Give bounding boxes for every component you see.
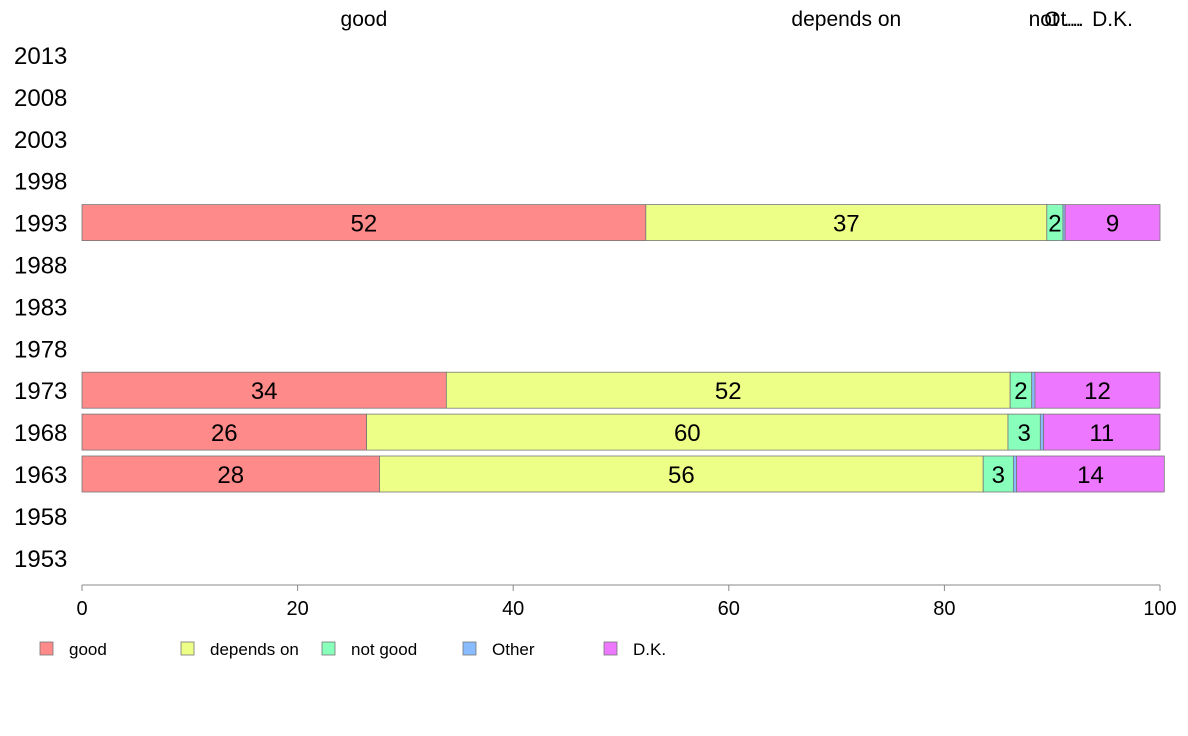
bar-label-d-k-1993: 9 [1106,211,1119,238]
legend: good depends on not good Other D.K. [39,640,666,659]
bar-label-good-1993: 52 [351,211,378,238]
year-label-1958: 1958 [14,504,67,531]
x-tick-label-80: 80 [933,598,955,620]
bar-depends-on-1968 [366,413,1009,451]
legend-label-not-good: not good [351,640,417,659]
legend-label-depends-on: depends on [210,640,299,659]
bar-other-1973 [1031,371,1036,409]
year-label-1993: 1993 [14,211,67,238]
bar-label-good-1963: 28 [217,462,244,489]
year-label-1953: 1953 [14,546,67,573]
bar-label-good-1973: 34 [251,378,278,405]
year-label-2008: 2008 [14,85,67,112]
top-label-good: good [341,8,388,31]
x-tick-label-60: 60 [718,598,740,620]
bar-label-not-good-1968: 3 [1017,420,1030,447]
bar-label-not-good-1993: 2 [1048,211,1061,238]
top-label-other: Ot... [1044,8,1084,31]
bar-d-k-1968 [1043,413,1161,451]
top-label-d-k: D.K. [1092,8,1133,31]
legend-swatch-d-k [603,641,618,656]
legend-swatch-other [462,641,477,656]
bar-other-1968 [1039,413,1044,451]
bar-d-k-1963 [1016,455,1165,493]
bar-depends-on-1973 [445,371,1011,409]
bar-label-d-k-1963: 14 [1077,462,1104,489]
legend-label-d-k: D.K. [633,640,666,659]
legend-label-other: Other [492,640,535,659]
x-tick-label-0: 0 [76,598,87,620]
x-tick-label-100: 100 [1143,598,1176,620]
year-label-1988: 1988 [14,253,67,280]
bar-label-depends-on-1963: 56 [668,462,695,489]
year-label-1998: 1998 [14,169,67,196]
bar-label-d-k-1968: 11 [1089,420,1114,447]
x-axis: 0 20 40 60 80 100 [76,584,1177,620]
bar-label-not-good-1963: 3 [992,462,1005,489]
bar-d-k-1993 [1064,204,1161,242]
bar-label-depends-on-1973: 52 [715,378,742,405]
top-label-not-good: not ... [1029,8,1082,31]
legend-label-good: good [69,640,107,659]
bar-depends-on-1963 [379,455,984,493]
top-label-depends-on: depends on [791,8,901,31]
year-label-1973: 1973 [14,378,67,405]
bar-label-depends-on-1968: 60 [674,420,701,447]
bar-label-depends-on-1993: 37 [833,211,860,238]
year-labels: 2013 2008 2003 1998 1993 1988 1983 1978 1973 1968… [14,43,67,573]
year-label-1968: 1968 [14,420,67,447]
x-tick-label-20: 20 [286,598,308,620]
bar-other-1963 [1012,455,1018,493]
x-tick-label-40: 40 [502,598,524,620]
legend-swatch-not-good [321,641,336,656]
legend-swatch-depends-on [180,641,195,656]
year-label-1978: 1978 [14,336,67,363]
bar-d-k-1973 [1034,371,1161,409]
bars: 52 37 2 9 34 52 2 12 26 60 3 11 28 56 3 14 [81,204,1165,493]
bar-depends-on-1993 [645,204,1048,242]
year-label-1983: 1983 [14,294,67,321]
bar-label-good-1968: 26 [211,420,238,447]
year-label-2003: 2003 [14,127,67,154]
bar-label-not-good-1973: 2 [1014,378,1027,405]
bar-label-d-k-1973: 12 [1084,378,1111,405]
top-category-labels: good depends on not ...Ot... D.K. [341,8,1133,31]
legend-swatch-good [39,641,54,656]
year-label-1963: 1963 [14,462,67,489]
year-label-2013: 2013 [14,43,67,70]
